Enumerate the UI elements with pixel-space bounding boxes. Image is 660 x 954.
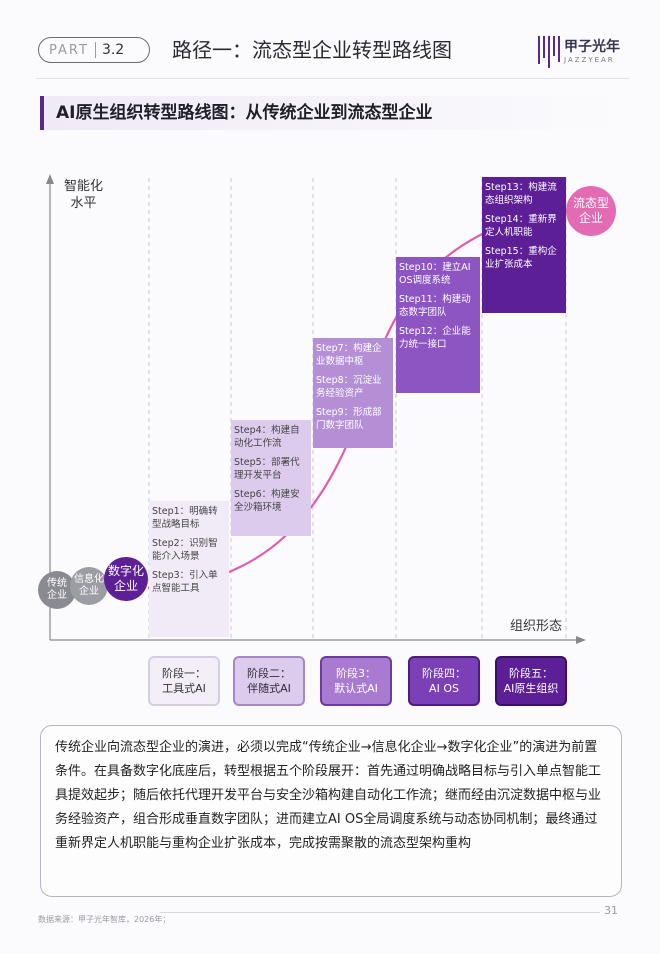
step-item: Step2：识别智能介入场景 [152, 538, 218, 562]
step-item: Step4：构建自动化工作流 [234, 425, 300, 449]
phase-5-box: 阶段五： AI原生组织 [495, 656, 567, 706]
data-source: 数据来源：甲子光年智库，2026年； [38, 915, 171, 924]
circle-label-line2: 企业 [113, 579, 138, 593]
circle-label-line1: 流态型 [572, 196, 609, 210]
step-group-1: Step1：明确转型战略目标 Step2：识别智能介入场景 Step3：引入单点… [149, 501, 229, 637]
footer-divider [160, 912, 600, 913]
circle-label-line1: 传统 [47, 578, 67, 589]
step-item: Step10：建立AI OS调度系统 [399, 262, 471, 286]
section-title: AI原生组织转型路线图：从传统企业到流态型企业 [40, 96, 630, 130]
phase-1-box: 阶段一： 工具式AI [148, 656, 220, 706]
circle-label-line2: 企业 [47, 590, 67, 601]
circle-digital-enterprise: 数字化 企业 [104, 557, 148, 601]
part-label: PART [49, 42, 89, 58]
step-group-4: Step10：建立AI OS调度系统 Step11：构建动态数字团队 Step1… [396, 257, 480, 393]
circle-traditional-enterprise: 传统 企业 [38, 571, 76, 609]
phase-label-line2: 工具式AI [162, 682, 206, 695]
step-item: Step12：企业能力统一接口 [399, 326, 471, 350]
phase-label-line2: AI原生组织 [503, 682, 559, 695]
step-group-3: Step7：构建企业数据中枢 Step8：沉淀业务经验资产 Step9：形成部门… [313, 338, 393, 448]
summary-text: 传统企业向流态型企业的演进，必须以完成“传统企业→信息化企业→数字化企业”的演进… [40, 725, 622, 897]
logo: 甲子光年 JAZZYEAR [536, 32, 636, 72]
phase-label-line2: 伴随式AI [247, 682, 291, 695]
phase-3-box: 阶段3： 默认式AI [320, 656, 392, 706]
step-item: Step5：部署代理开发平台 [234, 457, 300, 481]
logo-subtext: JAZZYEAR [564, 56, 615, 64]
phase-label-line1: 阶段二： [247, 667, 291, 680]
step-item: Step9：形成部门数字团队 [316, 407, 382, 431]
page-number: 31 [604, 904, 618, 917]
page-title: 路径一：流态型企业转型路线图 [172, 38, 452, 62]
y-axis-label-line2: 水平 [70, 196, 97, 211]
part-divider [94, 42, 96, 58]
step-item: Step15：重构企业扩张成本 [485, 246, 557, 270]
step-item: Step14：重新界定人机职能 [485, 214, 557, 238]
circle-label-line1: 数字化 [107, 564, 144, 578]
y-axis-arrow-icon [46, 174, 54, 184]
step-item: Step7：构建企业数据中枢 [316, 343, 382, 367]
circle-informatized-enterprise: 信息化 企业 [70, 567, 108, 605]
phase-label-line1: 阶段3： [336, 667, 376, 680]
phase-label-line1: 阶段五： [509, 667, 553, 680]
step-item: Step8：沉淀业务经验资产 [316, 375, 382, 399]
step-item: Step13：构建流态组织架构 [485, 182, 557, 206]
phase-label-line2: AI OS [429, 682, 459, 695]
step-item: Step11：构建动态数字团队 [399, 294, 471, 318]
step-group-5: Step13：构建流态组织架构 Step14：重新界定人机职能 Step15：重… [482, 177, 566, 313]
part-badge: PART 3.2 [38, 37, 150, 63]
y-axis-label-line1: 智能化 [64, 179, 104, 194]
y-axis-label: 智能化 水平 [64, 178, 103, 212]
phase-label-line1: 阶段四： [422, 667, 466, 680]
phase-4-box: 阶段四： AI OS [408, 656, 480, 706]
step-item: Step1：明确转型战略目标 [152, 506, 218, 530]
x-axis-arrow-icon [576, 636, 586, 644]
phase-label-line2: 默认式AI [334, 682, 378, 695]
circle-fluid-enterprise: 流态型 企业 [566, 186, 616, 236]
part-number: 3.2 [101, 42, 125, 58]
circle-label-line2: 企业 [578, 211, 603, 225]
circle-label-line1: 信息化 [74, 574, 104, 585]
x-axis-label: 组织形态 [510, 619, 563, 634]
step-item: Step6：构建安全沙箱环境 [234, 489, 300, 513]
logo-text: 甲子光年 [564, 39, 620, 55]
circle-label-line2: 企业 [79, 586, 99, 597]
logo-mark-icon [538, 36, 560, 68]
step-item: Step3：引入单点智能工具 [152, 570, 218, 594]
phase-label-line1: 阶段一： [162, 667, 206, 680]
step-group-2: Step4：构建自动化工作流 Step5：部署代理开发平台 Step6：构建安全… [231, 420, 311, 536]
header-divider [36, 78, 630, 79]
phase-2-box: 阶段二： 伴随式AI [233, 656, 305, 706]
